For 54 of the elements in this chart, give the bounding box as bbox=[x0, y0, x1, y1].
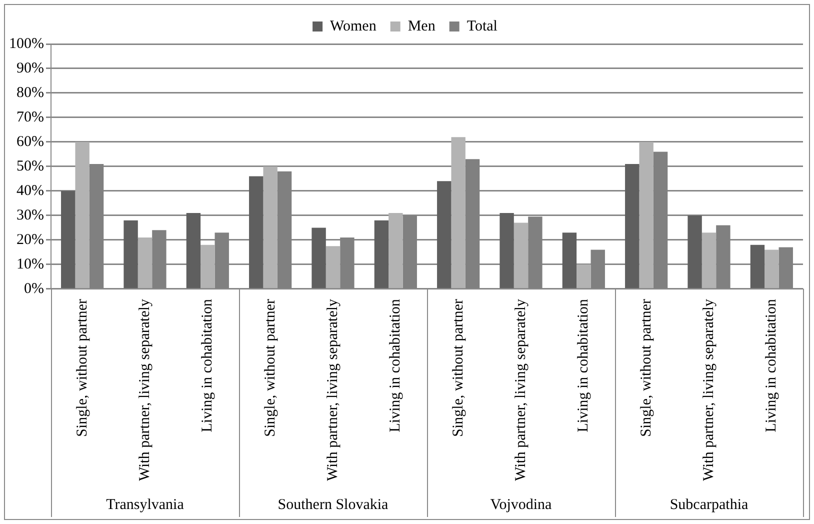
bar bbox=[451, 137, 466, 288]
bar bbox=[138, 238, 152, 288]
x-tick-label: Single, without partner bbox=[450, 298, 466, 437]
x-tick-label: Living in cohabitation bbox=[576, 298, 592, 432]
bar bbox=[500, 213, 514, 288]
y-tick-label: 50% bbox=[16, 158, 44, 174]
legend-label: Total bbox=[466, 18, 498, 34]
x-tick-label: Living in cohabitation bbox=[200, 298, 216, 432]
bar bbox=[702, 232, 716, 288]
y-tick-label: 80% bbox=[16, 84, 44, 101]
bar bbox=[249, 176, 264, 288]
y-tick-label: 0% bbox=[24, 280, 44, 297]
x-tick-label: Living in cohabitation bbox=[388, 298, 404, 432]
x-tick-label: With partner, living separately bbox=[136, 298, 153, 482]
bar bbox=[61, 190, 76, 288]
bar bbox=[688, 215, 702, 288]
x-tick-label: Single, without partner bbox=[262, 298, 278, 437]
bar bbox=[639, 142, 654, 288]
legend-label: Women bbox=[330, 18, 377, 34]
x-tick-label: With partner, living separately bbox=[324, 298, 341, 482]
bar bbox=[388, 213, 403, 288]
bar bbox=[764, 250, 779, 288]
bar bbox=[576, 264, 591, 288]
text: Subcarpathia bbox=[670, 496, 748, 513]
text: Vojvodina bbox=[490, 496, 552, 513]
legend-label: Men bbox=[408, 18, 436, 34]
y-tick-label: 100% bbox=[8, 36, 44, 52]
bar bbox=[263, 166, 278, 288]
bar bbox=[200, 244, 215, 288]
x-tick-label: Single, without partner bbox=[74, 298, 90, 437]
y-tick-label: 30% bbox=[16, 207, 44, 224]
text: Southern Slovakia bbox=[278, 496, 389, 513]
x-tick-label: With partner, living separately bbox=[700, 298, 717, 482]
y-tick-label: 40% bbox=[16, 182, 44, 199]
bar bbox=[186, 213, 201, 288]
bar bbox=[124, 220, 138, 288]
bar bbox=[75, 142, 90, 288]
bar bbox=[374, 220, 389, 288]
x-tick-label: With partner, living separately bbox=[512, 298, 529, 482]
y-tick-label: 60% bbox=[16, 134, 44, 150]
bar bbox=[514, 222, 528, 288]
text: Transylvania bbox=[106, 496, 184, 513]
bar bbox=[326, 246, 340, 288]
bar bbox=[625, 164, 640, 288]
bar bbox=[562, 232, 577, 288]
y-tick-label: 10% bbox=[16, 256, 44, 272]
y-tick-label: 70% bbox=[16, 109, 44, 126]
x-tick-label: Living in cohabitation bbox=[764, 298, 780, 432]
y-tick-label: 20% bbox=[16, 232, 44, 248]
y-tick-label: 90% bbox=[16, 60, 44, 76]
bar bbox=[312, 228, 326, 288]
bar bbox=[437, 181, 452, 288]
bar bbox=[750, 244, 765, 288]
x-tick-label: Single, without partner bbox=[638, 298, 654, 437]
